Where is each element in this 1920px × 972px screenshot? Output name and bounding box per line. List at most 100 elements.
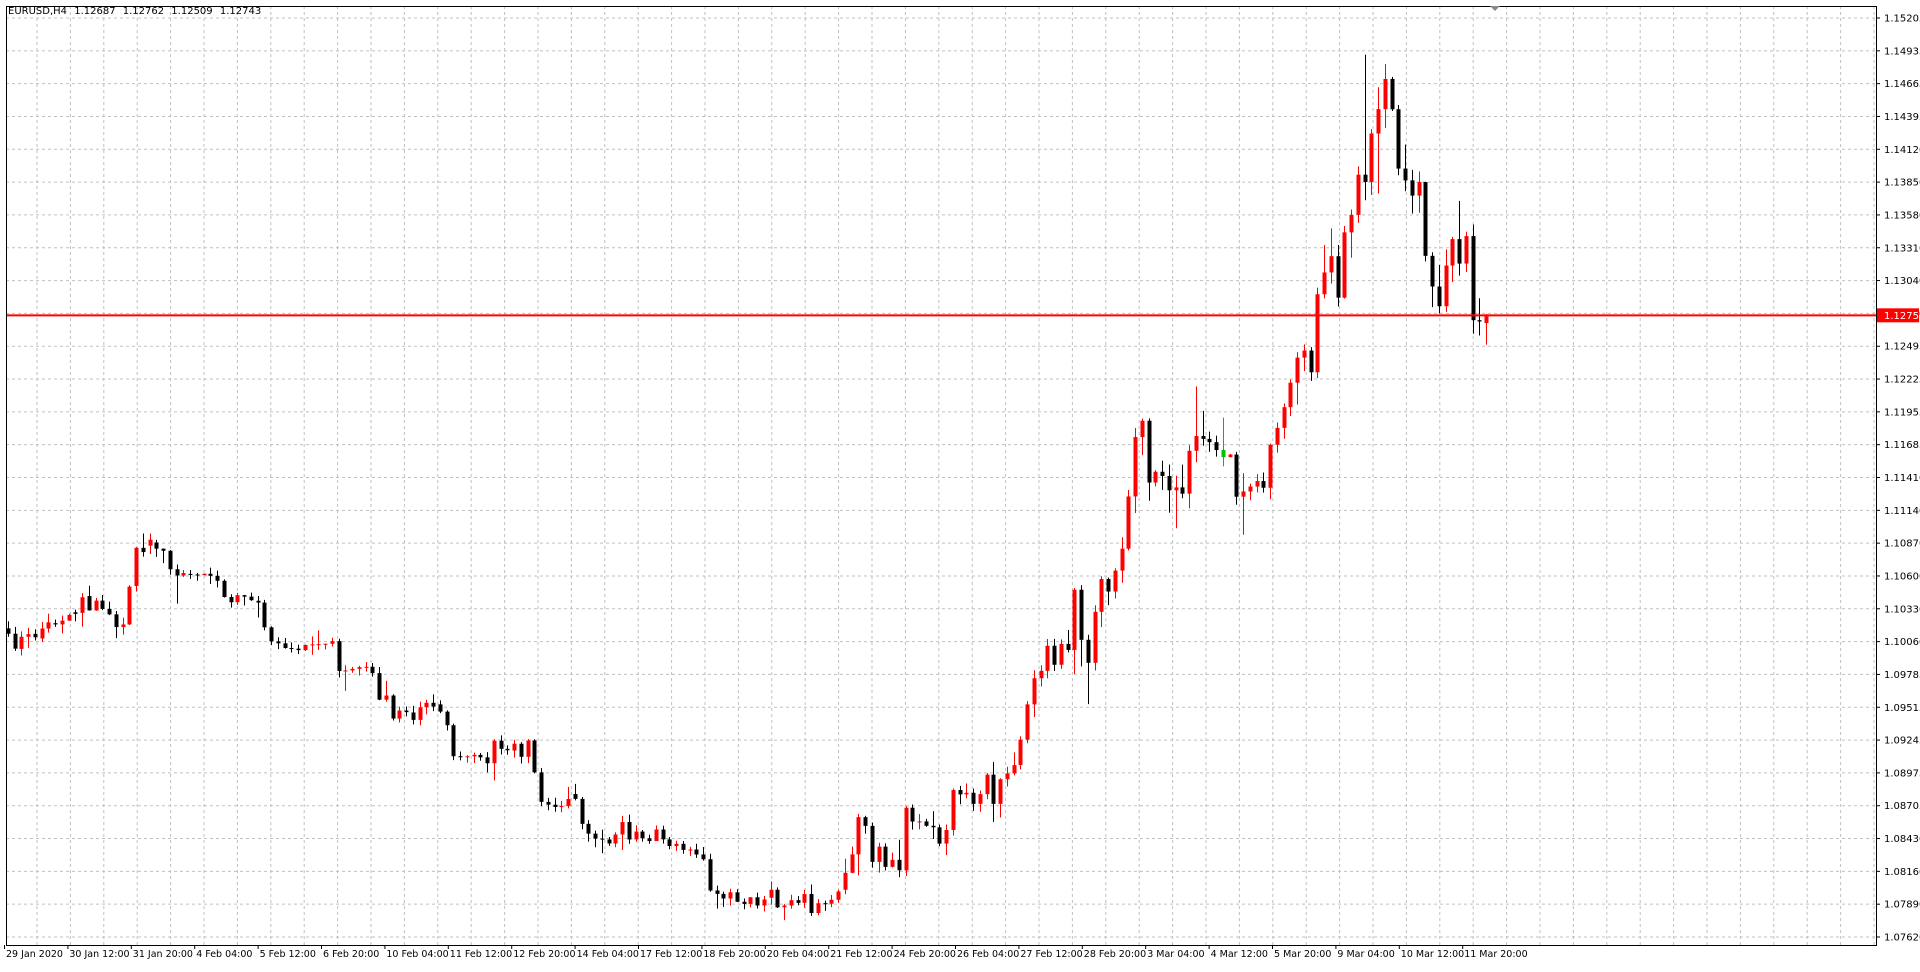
candle-body [243, 595, 247, 596]
candle [128, 585, 132, 625]
candle-body [209, 574, 213, 576]
candle-body [1384, 79, 1388, 109]
candle-body [1343, 232, 1347, 297]
candle-body [1134, 437, 1138, 496]
candle-body [81, 597, 85, 613]
candle [1269, 444, 1273, 499]
candle [1154, 470, 1158, 486]
candle-body [932, 826, 936, 828]
candle-body [493, 741, 497, 764]
candle [1323, 245, 1327, 298]
candle-body [1438, 286, 1442, 306]
x-tick-label: 27 Feb 12:00 [1020, 949, 1082, 960]
x-tick-label: 6 Feb 20:00 [323, 949, 379, 960]
grid-layer [6, 6, 1876, 945]
candle [284, 638, 288, 649]
candle-body [878, 847, 882, 862]
candle-body [776, 890, 780, 908]
candle [209, 568, 213, 584]
candle-body [162, 549, 166, 551]
candle-body [230, 597, 234, 602]
candle [1310, 347, 1314, 381]
candle-body [763, 899, 767, 905]
x-tick-label: 31 Jan 20:00 [133, 949, 193, 960]
candle [446, 710, 450, 730]
candle-body [1316, 294, 1320, 372]
candle [74, 610, 78, 622]
candle-body [263, 603, 267, 628]
candle [88, 586, 92, 611]
candle [1424, 182, 1428, 262]
candle [277, 637, 281, 649]
candle-body [648, 838, 652, 841]
y-tick-label: 1.07890 [1884, 900, 1920, 911]
candle-body [405, 711, 409, 713]
y-tick-label: 1.13040 [1884, 276, 1920, 287]
candle [527, 739, 531, 763]
x-tick-label: 5 Feb 12:00 [260, 949, 316, 960]
y-tick-label: 1.14665 [1884, 79, 1920, 90]
candle-body [270, 627, 274, 641]
candle [1080, 585, 1084, 666]
candle-body [425, 703, 429, 707]
candle [1073, 588, 1077, 674]
candle-body [513, 744, 517, 751]
candle-body [1006, 773, 1010, 779]
candle [365, 662, 369, 672]
candle [837, 890, 841, 903]
candle [385, 681, 389, 702]
candle [513, 740, 517, 758]
candle [1013, 752, 1017, 775]
candle-body [371, 667, 375, 673]
candle-body [695, 850, 699, 855]
candle-body [135, 548, 139, 586]
candle-body [419, 707, 423, 720]
candle-body [830, 900, 834, 904]
candle [824, 901, 828, 911]
candle [567, 787, 571, 808]
candle-body [547, 802, 551, 805]
candle [317, 630, 321, 650]
candle-body [1269, 445, 1273, 488]
candle-body [466, 756, 470, 757]
candle-body [88, 596, 92, 610]
candle-body [412, 712, 416, 719]
candle-body [284, 643, 288, 648]
candle-body [979, 794, 983, 804]
candle-body [20, 637, 24, 649]
candle [918, 814, 922, 829]
candle [1107, 578, 1111, 606]
candle-body [1377, 109, 1381, 133]
x-tick-label: 3 Mar 04:00 [1147, 949, 1204, 960]
candle-body [14, 634, 18, 649]
y-tick-label: 1.09245 [1884, 736, 1920, 747]
candle-body [1242, 491, 1246, 496]
candle [466, 755, 470, 763]
candle [1168, 465, 1172, 513]
candle-body [581, 799, 585, 824]
candle [1262, 472, 1266, 492]
candle-body [837, 891, 841, 899]
candle-body [7, 628, 11, 633]
y-tick-label: 1.13850 [1884, 178, 1920, 189]
candle [1370, 129, 1374, 195]
y-tick-label: 1.11410 [1884, 473, 1920, 484]
candle [1175, 476, 1179, 528]
candle-body [385, 696, 389, 700]
candle [270, 626, 274, 645]
candle [1283, 403, 1287, 438]
candle-body [722, 894, 726, 899]
candle-body [1235, 455, 1239, 497]
candle-body [351, 669, 355, 671]
candle-body [196, 574, 200, 575]
candle [533, 739, 537, 773]
shift-marker-icon[interactable] [1490, 6, 1500, 11]
candle-body [1127, 496, 1131, 548]
candle-body [378, 673, 382, 700]
candle-body [810, 894, 814, 913]
candle [614, 832, 618, 847]
y-tick-label: 1.08975 [1884, 768, 1920, 779]
candle [857, 814, 861, 875]
